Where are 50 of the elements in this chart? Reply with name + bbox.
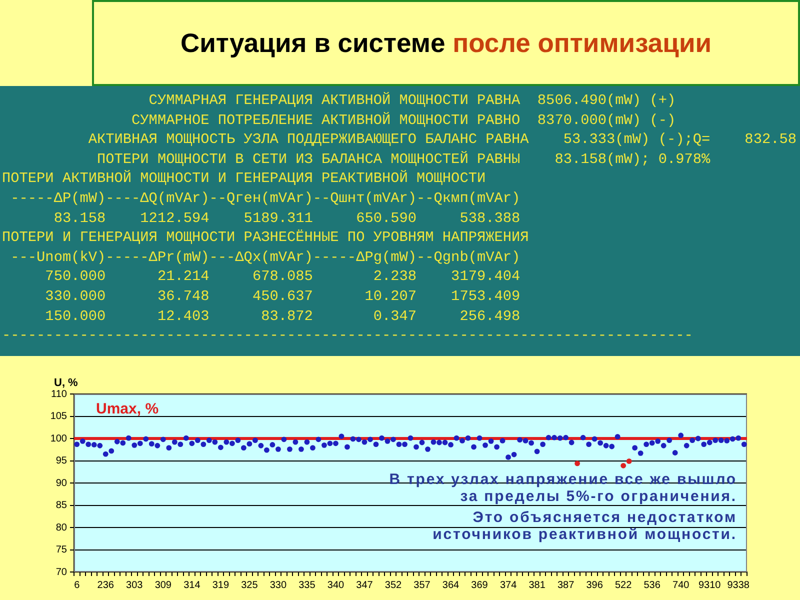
y-tick-label: 90 (56, 478, 68, 489)
y-tick-label: 70 (56, 566, 68, 578)
x-tick-label: 369 (471, 580, 488, 591)
x-tick-label: 335 (298, 580, 316, 591)
text: СУММАРНОЕ ПОТРЕБЛЕНИЕ АКТИВНОЙ МОЩНОСТИ РАВНО 8370.000(mW) (-) (130, 112, 677, 131)
y-tick-label: 85 (56, 500, 68, 511)
text: -----ΔP(mW)----ΔQ(mVAr)--Qген(mVAr)--Qшнт(mVAr)--Qкмп(mVAr) (10, 190, 522, 209)
x-tick-label: 303 (126, 580, 144, 591)
text: Ситуация в системе после оптимизации (180, 28, 712, 58)
text: ПОТЕРИ АКТИВНОЙ МОЩНОСТИ И ГЕНЕРАЦИЯ РЕАКТИВНОЙ МОЩНОСТИ (2, 170, 487, 190)
text: -------------------------------------------------------------------------------- (2, 327, 694, 346)
text: ---Unom(kV)-----ΔPr(mW)---ΔQx(mVAr)-----ΔPg(mW)--Qgnb(mVAr) (10, 248, 522, 268)
text: СУММАРНАЯ ГЕНЕРАЦИЯ АКТИВНОЙ МОЩНОСТИ РАВНА 8506.490(mW) (+) (148, 92, 677, 111)
x-tick-label: 364 (442, 580, 460, 591)
y-tick-label: 80 (56, 522, 68, 534)
ref-line-label: Umax, % (96, 400, 159, 418)
x-tick-label: 314 (184, 580, 201, 591)
x-tick-label: 387 (557, 580, 575, 591)
text: ПОТЕРИ МОЩНОСТИ В СЕТИ ИЗ БАЛАНСА МОЩНОСТЕЙ РАВНЫ 83.158(mW); 0.978% (96, 150, 712, 170)
text: 750.000 21.214 678.085 2.238 3179.404 (44, 268, 522, 288)
x-tick-label: 9338 (727, 580, 750, 591)
x-tick-label: 325 (241, 580, 258, 591)
y-tick-label: 105 (50, 411, 68, 422)
y-tick-label: 110 (51, 388, 68, 400)
annotation: Это объясняется недостатком источников реактивной мощности. (432, 509, 737, 543)
text: 150.000 12.403 83.872 0.347 256.498 (44, 308, 522, 327)
y-tick-label: 100 (50, 433, 68, 444)
x-tick-label: 347 (356, 580, 374, 591)
text: 330.000 36.748 450.637 10.207 1753.409 (44, 288, 522, 307)
y-tick-label: 95 (56, 456, 68, 466)
x-tick-label: 236 (97, 580, 114, 591)
text: АКТИВНАЯ МОЩНОСТЬ УЗЛА ПОДДЕРЖИВАЮЩЕГО БАЛАНС РАВНА 53.333(mW) (-);Q= 832.58 (87, 131, 798, 150)
x-tick-label: 536 (644, 580, 661, 591)
x-tick-label: 9310 (698, 580, 722, 591)
x-tick-label: 357 (414, 580, 431, 591)
x-tick-label: 309 (154, 580, 172, 591)
x-tick-label: 319 (212, 580, 230, 591)
x-tick-label: 6 (74, 580, 80, 591)
x-tick-label: 740 (672, 580, 690, 591)
x-tick-label: 340 (327, 580, 344, 591)
x-tick-label: 352 (384, 580, 402, 591)
text: 83.158 1212.594 5189.311 650.590 538.388 (52, 210, 522, 229)
x-tick-label: 522 (614, 580, 632, 591)
x-tick-label: 374 (500, 580, 518, 591)
text: ПОТЕРИ И ГЕНЕРАЦИЯ МОЩНОСТИ РАЗНЕСЁННЫЕ ПО УРОВНЯМ НАПРЯЖЕНИЯ (2, 229, 530, 248)
y-tick-label: 75 (56, 544, 68, 556)
x-tick-label: 396 (586, 580, 604, 591)
y-axis-title: U, % (54, 377, 78, 390)
x-tick-label: 381 (528, 580, 546, 591)
x-tick-label: 330 (270, 580, 287, 591)
